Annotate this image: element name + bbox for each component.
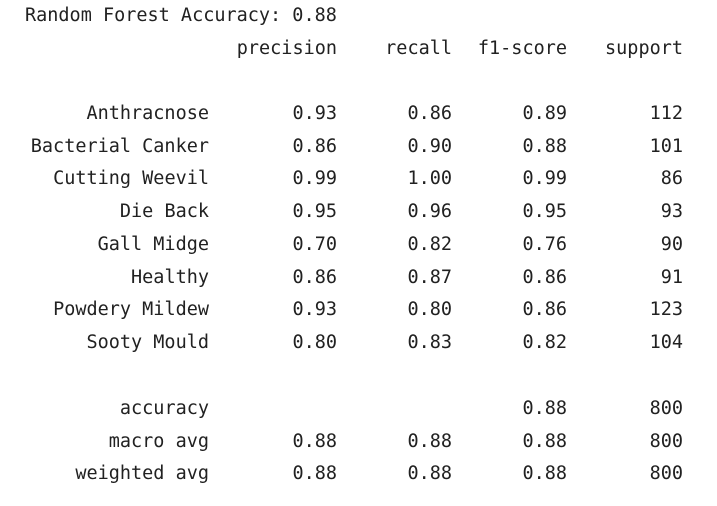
row-f1-score: 0.95 (522, 201, 567, 222)
header-recall: recall (385, 38, 452, 59)
row-recall: 0.87 (407, 267, 452, 288)
row-support: 101 (649, 136, 683, 157)
row-precision: 0.80 (292, 332, 337, 353)
row-label: weighted avg (75, 463, 209, 484)
row-f1-score: 0.82 (522, 332, 567, 353)
row-label: Sooty Mould (86, 332, 209, 353)
row-recall: 0.80 (407, 299, 452, 320)
row-recall: 0.88 (407, 463, 452, 484)
row-precision: 0.86 (292, 136, 337, 157)
row-support: 800 (649, 463, 683, 484)
row-support: 800 (649, 398, 683, 419)
summary-row: macro avg 0.88 0.88 0.88 800 (0, 429, 717, 455)
row-label: Healthy (131, 267, 209, 288)
row-label: Bacterial Canker (30, 136, 209, 157)
row-f1-score: 0.88 (522, 136, 567, 157)
row-label: accuracy (119, 398, 209, 419)
row-label: Powdery Mildew (53, 299, 209, 320)
row-label: Die Back (119, 201, 209, 222)
row-recall: 0.86 (407, 103, 452, 124)
header-support: support (605, 38, 683, 59)
row-support: 104 (649, 332, 683, 353)
row-f1-score: 0.76 (522, 234, 567, 255)
row-precision: 0.86 (292, 267, 337, 288)
class-row: Healthy 0.86 0.87 0.86 91 (0, 265, 717, 291)
row-precision: 0.93 (292, 103, 337, 124)
row-support: 86 (660, 168, 683, 189)
class-row: Cutting Weevil 0.99 1.00 0.99 86 (0, 166, 717, 192)
row-f1-score: 0.88 (522, 463, 567, 484)
row-f1-score: 0.99 (522, 168, 567, 189)
row-label: macro avg (108, 431, 209, 452)
row-recall: 0.96 (407, 201, 452, 222)
row-support: 800 (649, 431, 683, 452)
summary-row: weighted avg 0.88 0.88 0.88 800 (0, 461, 717, 487)
row-support: 123 (649, 299, 683, 320)
row-label: Anthracnose (86, 103, 209, 124)
header-f1-score: f1-score (477, 38, 567, 59)
row-precision: 0.88 (292, 463, 337, 484)
row-precision: 0.88 (292, 431, 337, 452)
row-f1-score: 0.86 (522, 299, 567, 320)
row-precision: 0.99 (292, 168, 337, 189)
class-row: Gall Midge 0.70 0.82 0.76 90 (0, 232, 717, 258)
class-row: Sooty Mould 0.80 0.83 0.82 104 (0, 330, 717, 356)
class-row: Anthracnose 0.93 0.86 0.89 112 (0, 101, 717, 127)
row-recall: 0.83 (407, 332, 452, 353)
header-row: precision recall f1-score support (0, 36, 717, 62)
row-label: Gall Midge (97, 234, 209, 255)
class-row: Die Back 0.95 0.96 0.95 93 (0, 199, 717, 225)
row-precision: 0.93 (292, 299, 337, 320)
row-recall: 0.88 (407, 431, 452, 452)
summary-row: accuracy 0.88 800 (0, 396, 717, 422)
report-title: Random Forest Accuracy: 0.88 (25, 5, 337, 26)
row-recall: 1.00 (407, 168, 452, 189)
row-precision: 0.95 (292, 201, 337, 222)
class-row: Bacterial Canker 0.86 0.90 0.88 101 (0, 134, 717, 160)
header-precision: precision (236, 38, 337, 59)
row-f1-score: 0.89 (522, 103, 567, 124)
row-support: 93 (660, 201, 683, 222)
row-f1-score: 0.88 (522, 431, 567, 452)
row-f1-score: 0.86 (522, 267, 567, 288)
row-recall: 0.90 (407, 136, 452, 157)
row-support: 91 (660, 267, 683, 288)
row-label: Cutting Weevil (53, 168, 209, 189)
report-title-line: Random Forest Accuracy: 0.88 (0, 3, 717, 29)
class-row: Powdery Mildew 0.93 0.80 0.86 123 (0, 297, 717, 323)
row-support: 112 (649, 103, 683, 124)
row-precision: 0.70 (292, 234, 337, 255)
row-f1-score: 0.88 (522, 398, 567, 419)
row-recall: 0.82 (407, 234, 452, 255)
row-support: 90 (660, 234, 683, 255)
